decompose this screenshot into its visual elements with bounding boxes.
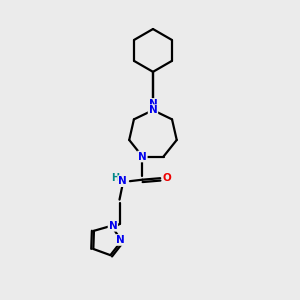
Text: N: N [148,99,157,109]
Text: N: N [118,176,127,186]
Text: N: N [109,221,117,231]
Text: H: H [112,172,120,183]
Text: N: N [116,235,125,245]
Text: N: N [148,105,157,115]
Text: N: N [138,152,147,161]
Text: O: O [163,173,172,183]
